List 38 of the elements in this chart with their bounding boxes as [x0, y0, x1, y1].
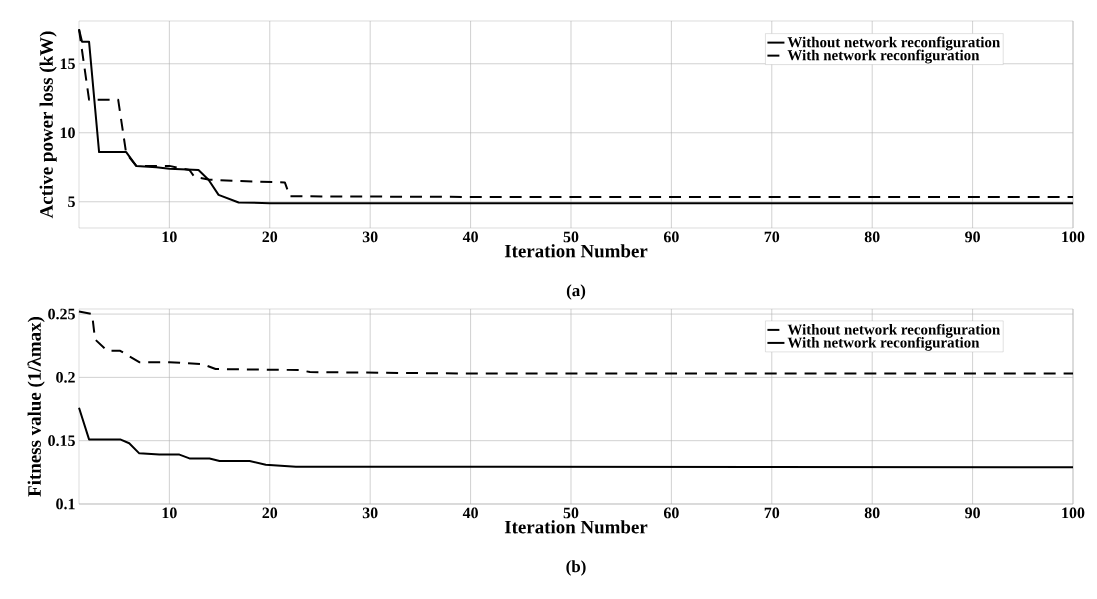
x-tick-label: 70 [764, 231, 780, 243]
x-tick-label: 70 [764, 507, 780, 519]
x-axis-title: Iteration Number [504, 244, 648, 258]
x-tick-label: 30 [362, 507, 378, 519]
x-tick-label: 60 [663, 231, 679, 243]
y-tick-label: 5 [68, 196, 75, 208]
x-tick-label: 80 [864, 507, 880, 519]
x-tick-label: 100 [1062, 231, 1085, 243]
y-axis-title: Active power loss (kW) [39, 31, 57, 219]
legend-label: With network reconfiguration [787, 49, 980, 64]
x-tick-label: 40 [462, 507, 478, 519]
x-tick-label: 90 [965, 231, 980, 243]
x-tick-label: 90 [965, 507, 980, 519]
x-tick-label: 40 [462, 231, 478, 243]
x-tick-label: 80 [864, 231, 880, 243]
x-tick-label: 10 [162, 231, 177, 243]
x-tick-label: 50 [563, 231, 579, 243]
x-tick-label: 20 [262, 507, 278, 519]
y-tick-label: 0.25 [48, 308, 75, 320]
line-series [78, 310, 1074, 375]
y-tick-label: 0.15 [48, 435, 75, 447]
legend-label: Without network reconfiguration [787, 323, 1000, 338]
line-series [78, 406, 1074, 469]
x-axis-title: Iteration Number [504, 520, 648, 534]
x-tick-label: 50 [563, 507, 579, 519]
text: (a) [566, 284, 586, 300]
x-tick-label: 20 [262, 231, 278, 243]
y-tick-label: 0.2 [56, 371, 75, 383]
y-tick-label: 15 [60, 58, 75, 70]
x-tick-label: 10 [162, 507, 177, 519]
x-tick-label: 30 [362, 231, 378, 243]
y-tick-label: 0.1 [56, 498, 75, 510]
x-tick-label: 60 [663, 507, 679, 519]
x-tick-label: 100 [1062, 507, 1085, 519]
legend-label: With network reconfiguration [787, 336, 980, 351]
y-axis-title: Fitness value (1/λmax) [27, 317, 45, 497]
text: (b) [566, 560, 586, 576]
y-tick-label: 10 [60, 127, 75, 139]
